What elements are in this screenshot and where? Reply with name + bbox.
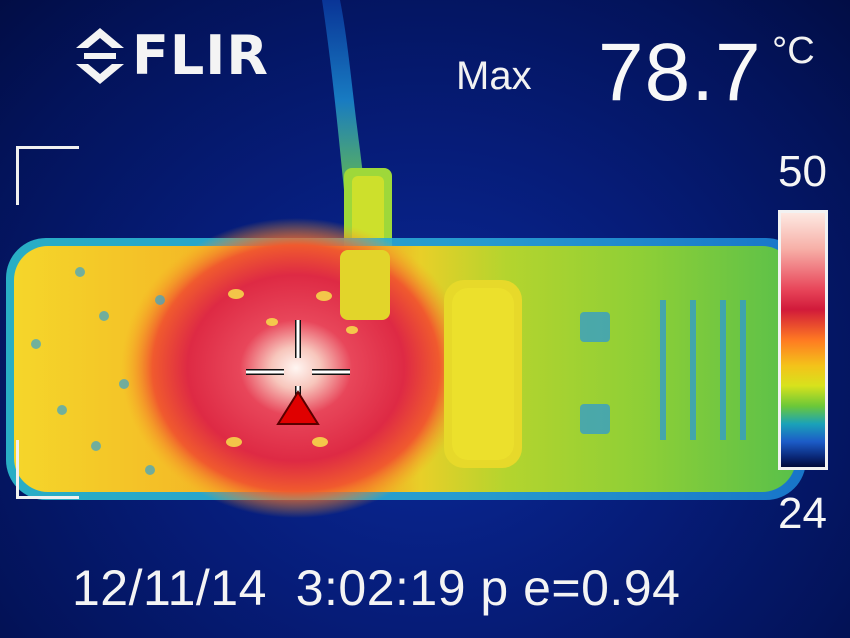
max-label: Max: [456, 54, 532, 98]
frame-corner-bottom-left: [16, 440, 79, 499]
flir-logo-icon: [76, 28, 124, 84]
timestamp-emissivity: 12/11/14 3:02:19 p e=0.94: [72, 560, 681, 616]
flir-logo: FLIR: [74, 26, 269, 86]
brand-text: FLIR: [132, 24, 269, 87]
scale-high-value: 50: [778, 147, 827, 196]
frame-corner-top-left: [16, 146, 79, 205]
temperature-unit: °C: [772, 30, 815, 72]
red-triangle-icon: [276, 390, 320, 425]
scale-low-value: 24: [778, 489, 827, 538]
color-scale-bar: [778, 210, 828, 470]
max-temperature-value: 78.7: [598, 27, 762, 118]
